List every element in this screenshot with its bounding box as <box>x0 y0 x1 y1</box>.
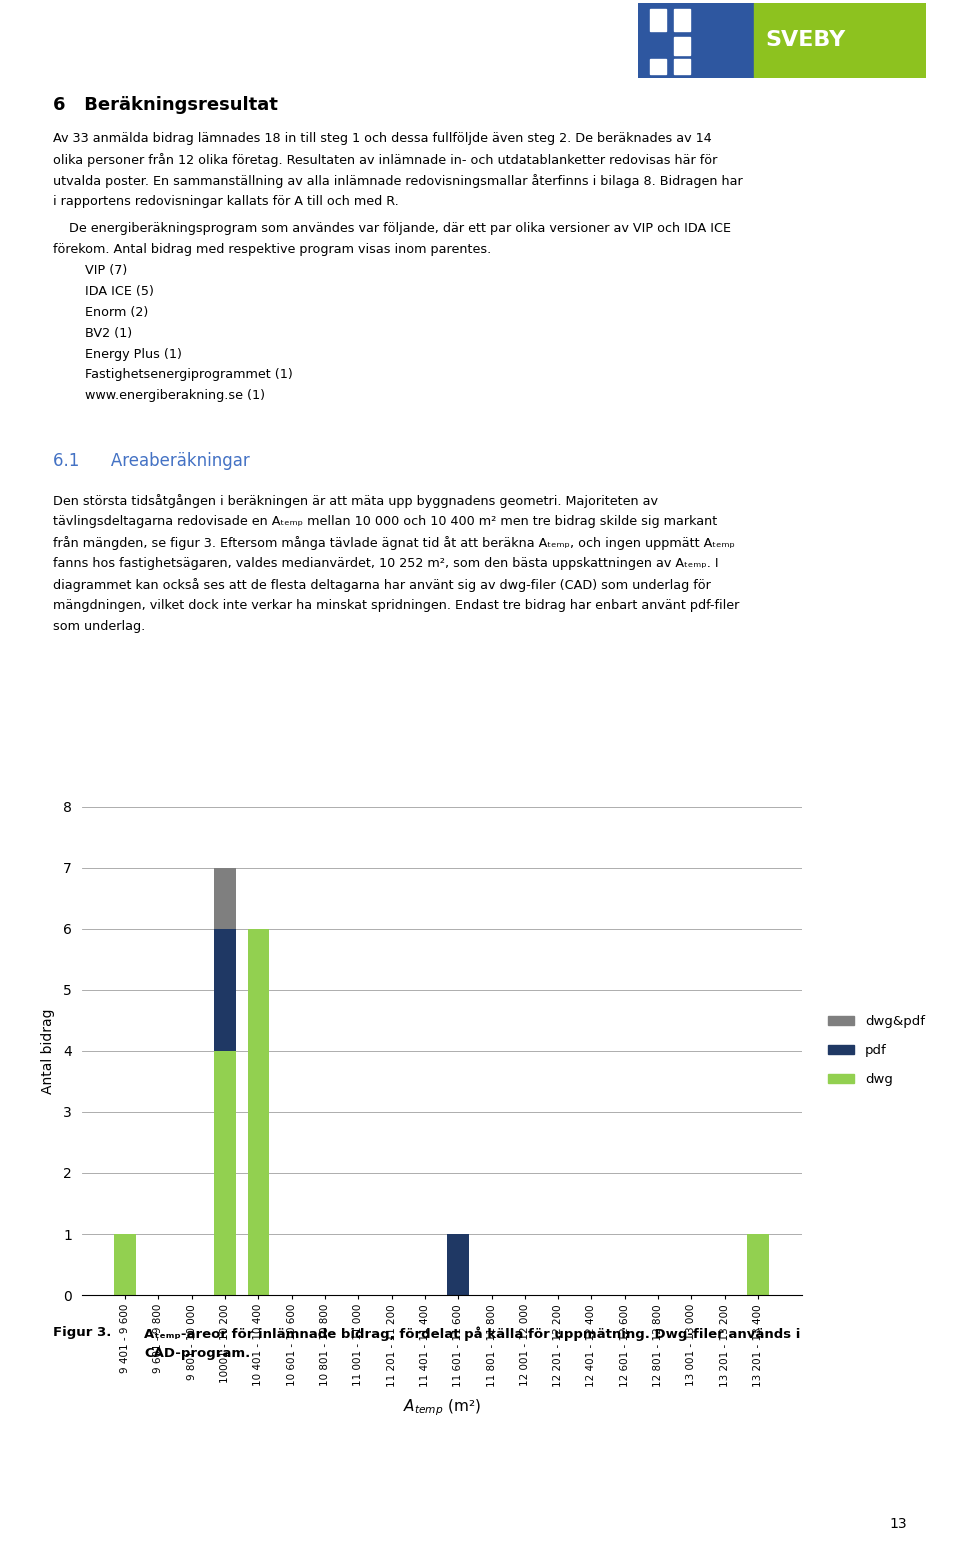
Bar <box>675 59 690 74</box>
Bar <box>754 3 926 78</box>
Bar <box>214 1052 236 1295</box>
Text: CAD-program.: CAD-program. <box>144 1346 251 1360</box>
Bar <box>638 3 754 78</box>
Text: Figur 3.: Figur 3. <box>53 1326 111 1339</box>
Text: fanns hos fastighetsägaren, valdes medianvärdet, 10 252 m², som den bästa uppska: fanns hos fastighetsägaren, valdes media… <box>53 557 718 569</box>
Bar <box>650 59 666 74</box>
Text: BV2 (1): BV2 (1) <box>53 327 132 340</box>
Text: olika personer från 12 olika företag. Resultaten av inlämnade in- och utdatablan: olika personer från 12 olika företag. Re… <box>53 152 717 168</box>
Text: Fastighetsenergiprogrammet (1): Fastighetsenergiprogrammet (1) <box>53 369 293 382</box>
Text: från mängden, se figur 3. Eftersom många tävlade ägnat tid åt att beräkna Aₜₑₘₚ,: från mängden, se figur 3. Eftersom många… <box>53 537 734 551</box>
Text: tävlingsdeltagarna redovisade en Aₜₑₘₚ mellan 10 000 och 10 400 m² men tre bidra: tävlingsdeltagarna redovisade en Aₜₑₘₚ m… <box>53 515 717 527</box>
Text: som underlag.: som underlag. <box>53 620 145 633</box>
Text: De energiberäkningsprogram som användes var följande, där ett par olika versione: De energiberäkningsprogram som användes … <box>53 222 731 234</box>
Text: 13: 13 <box>890 1517 907 1531</box>
Text: SVEBY: SVEBY <box>765 31 846 50</box>
Text: mängdningen, vilket dock inte verkar ha minskat spridningen. Endast tre bidrag h: mängdningen, vilket dock inte verkar ha … <box>53 599 739 611</box>
Text: 6   Beräkningsresultat: 6 Beräkningsresultat <box>53 96 277 115</box>
Text: 6.1      Areaberäkningar: 6.1 Areaberäkningar <box>53 453 250 470</box>
Bar <box>447 1235 469 1295</box>
Bar <box>248 929 269 1295</box>
X-axis label: $A_{temp}$ (m²): $A_{temp}$ (m²) <box>402 1397 481 1419</box>
Bar <box>214 867 236 929</box>
Text: Den största tidsåtgången i beräkningen är att mäta upp byggnadens geometri. Majo: Den största tidsåtgången i beräkningen ä… <box>53 495 658 509</box>
Bar <box>675 9 690 31</box>
Text: Aₜₑₘₚ-areor för inlämnade bidrag, fördelat på källa för uppmätning. Dwg-filer an: Aₜₑₘₚ-areor för inlämnade bidrag, fördel… <box>144 1326 801 1340</box>
Bar <box>650 37 666 56</box>
Text: diagrammet kan också ses att de flesta deltagarna har använt sig av dwg-filer (C: diagrammet kan också ses att de flesta d… <box>53 579 710 592</box>
Text: www.energiberakning.se (1): www.energiberakning.se (1) <box>53 389 265 402</box>
Bar <box>650 9 666 31</box>
Text: Av 33 anmälda bidrag lämnades 18 in till steg 1 och dessa fullföljde även steg 2: Av 33 anmälda bidrag lämnades 18 in till… <box>53 132 711 144</box>
Legend: dwg&pdf, pdf, dwg: dwg&pdf, pdf, dwg <box>823 1010 930 1092</box>
Bar <box>114 1235 136 1295</box>
Text: utvalda poster. En sammanställning av alla inlämnade redovisningsmallar återfinn: utvalda poster. En sammanställning av al… <box>53 174 742 188</box>
Text: Energy Plus (1): Energy Plus (1) <box>53 347 181 360</box>
Bar <box>675 37 690 56</box>
Bar <box>747 1235 769 1295</box>
Text: Enorm (2): Enorm (2) <box>53 306 148 318</box>
Text: förekom. Antal bidrag med respektive program visas inom parentes.: förekom. Antal bidrag med respektive pro… <box>53 244 492 256</box>
Y-axis label: Antal bidrag: Antal bidrag <box>40 1008 55 1093</box>
Text: IDA ICE (5): IDA ICE (5) <box>53 285 154 298</box>
Text: i rapportens redovisningar kallats för A till och med R.: i rapportens redovisningar kallats för A… <box>53 194 398 208</box>
Bar <box>214 929 236 1052</box>
Text: VIP (7): VIP (7) <box>53 264 127 276</box>
